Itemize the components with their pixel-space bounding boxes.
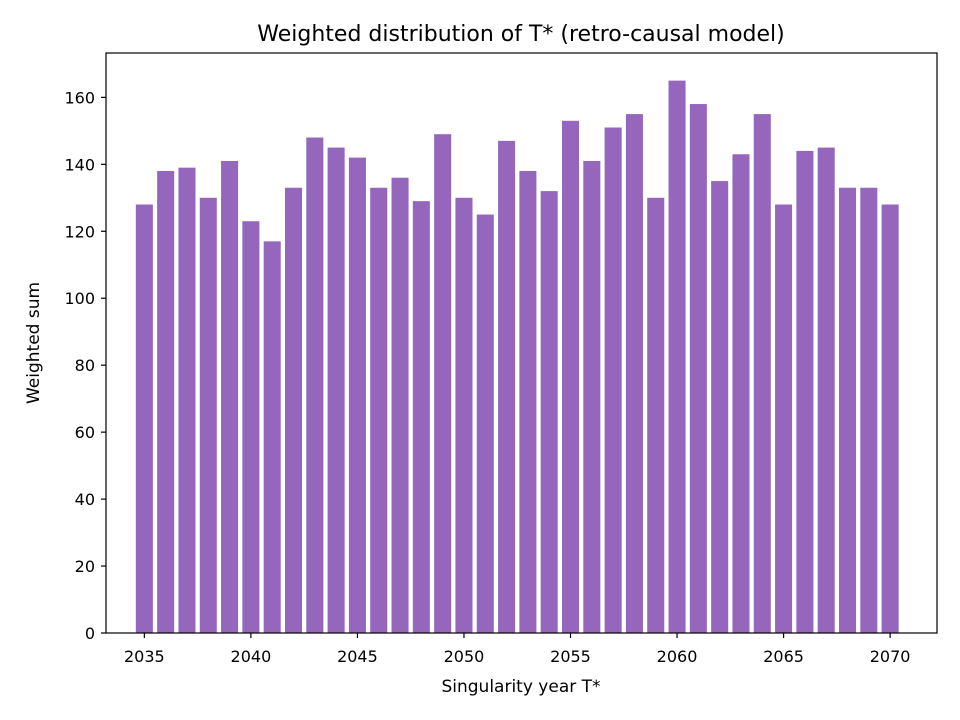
plot-frame: [105, 52, 938, 634]
bar-2046: [370, 187, 388, 633]
bar-2055: [561, 120, 580, 633]
bar-2056: [583, 160, 601, 633]
y-tick-label: 120: [64, 222, 95, 241]
y-tick-label: 40: [75, 490, 95, 509]
bar-2043: [306, 137, 324, 634]
bar-2044: [327, 147, 345, 633]
x-tick-label: 2060: [657, 647, 698, 666]
bar-2065: [775, 204, 793, 633]
bar-2049: [434, 134, 452, 633]
x-tick-label: 2070: [870, 647, 911, 666]
bar-2067: [817, 147, 835, 633]
bar-2070: [881, 204, 899, 633]
x-axis-ticks: 2035 2040 2045 2050 2055 2060 2065 2070: [124, 633, 910, 666]
bar-2069: [860, 187, 878, 633]
bar-2060: [668, 80, 686, 634]
chart-title: Weighted distribution of T* (retro-causa…: [257, 22, 784, 47]
x-tick-label: 2045: [337, 647, 378, 666]
bar-2053: [519, 171, 537, 633]
bar-2047: [391, 177, 409, 634]
bar-2057: [604, 127, 622, 633]
bar-2045: [348, 157, 366, 633]
bar-2062: [711, 181, 729, 633]
bar-2038: [199, 197, 217, 633]
y-tick-label: 20: [75, 557, 95, 576]
y-tick-label: 100: [64, 289, 95, 308]
bar-2041: [263, 241, 281, 633]
y-tick-label: 160: [64, 88, 95, 107]
x-tick-label: 2065: [763, 647, 804, 666]
bar-2059: [647, 197, 665, 633]
bar-2035: [135, 204, 153, 633]
bar-2066: [796, 150, 814, 634]
bar-2063: [732, 154, 750, 633]
y-tick-label: 80: [75, 356, 95, 375]
y-tick-label: 140: [64, 155, 95, 174]
bar-2068: [838, 187, 857, 633]
y-tick-label: 60: [75, 423, 95, 442]
x-tick-label: 2040: [231, 647, 272, 666]
y-axis-ticks: 0 20 40 60 80 100 120 140 160: [64, 88, 106, 643]
bar-2037: [178, 167, 196, 633]
bar-2048: [412, 201, 430, 633]
x-tick-label: 2055: [550, 647, 591, 666]
bar-2051: [476, 214, 494, 633]
bar-2058: [625, 114, 643, 633]
y-axis-label: Weighted sum: [24, 282, 44, 404]
bar-2064: [753, 114, 771, 633]
bar-2040: [242, 221, 260, 634]
x-axis-label: Singularity year T*: [441, 677, 600, 697]
x-tick-label: 2035: [124, 647, 165, 666]
bar-2042: [284, 187, 303, 633]
bar-2054: [540, 191, 558, 633]
bar-2039: [221, 160, 239, 633]
bar-2052: [498, 140, 516, 633]
x-tick-label: 2050: [444, 647, 485, 666]
bar-2036: [157, 171, 175, 633]
y-tick-label: 0: [85, 624, 95, 643]
bars-group: [135, 80, 899, 634]
bar-2050: [455, 197, 473, 633]
bar-2061: [689, 104, 707, 633]
